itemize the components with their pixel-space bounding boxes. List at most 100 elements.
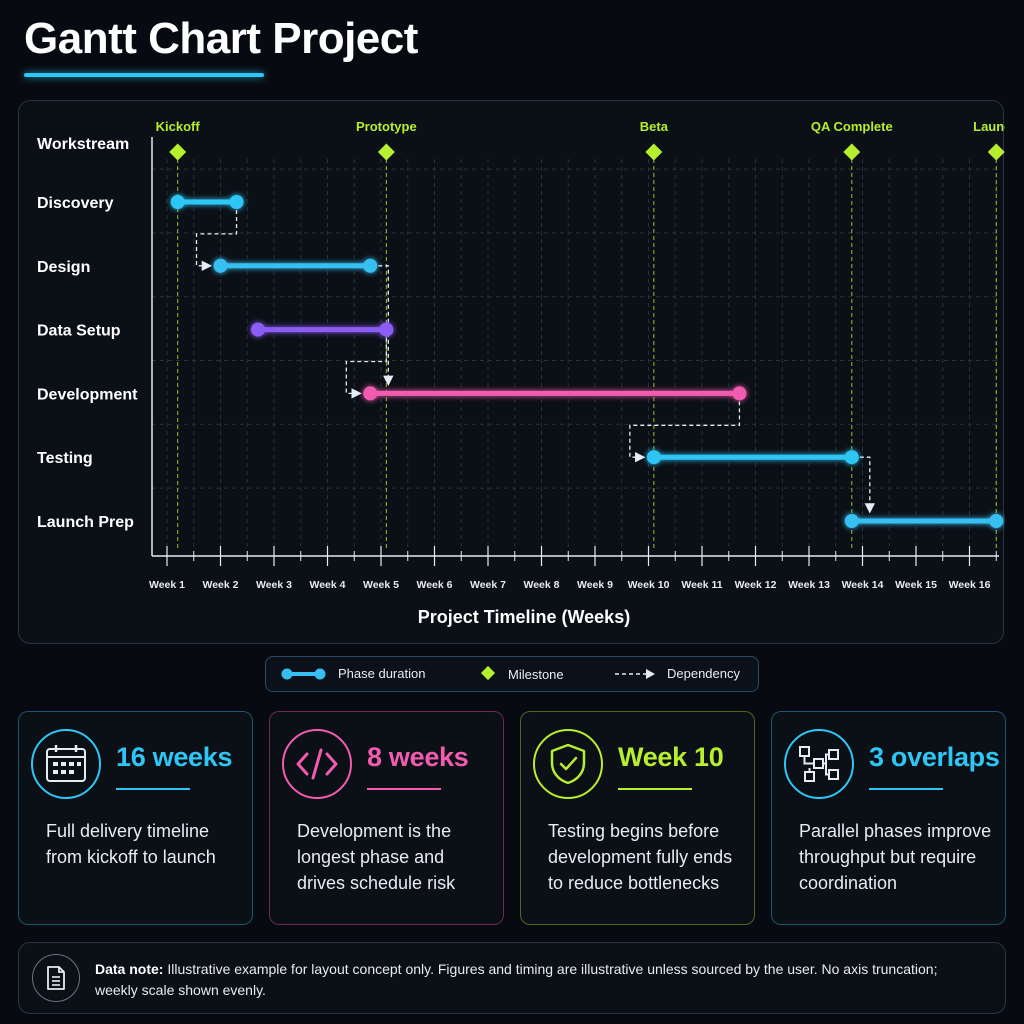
phase-duration-icon bbox=[281, 668, 326, 679]
phase-start-dot bbox=[363, 386, 378, 401]
calendar-icon bbox=[46, 745, 86, 782]
milestone-label: Kickoff bbox=[156, 119, 201, 134]
milestone-diamond bbox=[169, 143, 187, 161]
task-label: Launch Prep bbox=[37, 514, 134, 531]
x-tick-label: Week 14 bbox=[842, 579, 884, 591]
phase-end-dot bbox=[229, 195, 244, 209]
phase-bar bbox=[844, 514, 1004, 528]
x-tick-label: Week 16 bbox=[949, 579, 991, 591]
data-note: Data note: Illustrative example for layo… bbox=[18, 942, 1006, 1014]
dependency-arrow bbox=[629, 401, 741, 463]
phase-end-dot bbox=[989, 514, 1004, 528]
phase-start-dot bbox=[213, 258, 228, 273]
x-tick-label: Week 2 bbox=[203, 579, 239, 591]
card-metric: 3 overlaps bbox=[869, 742, 1000, 772]
legend-milestone-label: Milestone bbox=[508, 666, 564, 682]
card-timeline: 16 weeks Full delivery timeline from kic… bbox=[18, 711, 253, 925]
phase-end-dot bbox=[379, 322, 394, 337]
x-tick-label: Week 5 bbox=[363, 579, 399, 591]
milestone-label: Prototype bbox=[356, 119, 417, 134]
data-note-text: Data note: Illustrative example for layo… bbox=[95, 959, 975, 1001]
gantt-chart: Kickoff Prototype Beta QA Complete Launch Wo… bbox=[37, 119, 1005, 627]
card-metric: Week 10 bbox=[618, 742, 724, 772]
card-description: Development is the longest phase and dri… bbox=[297, 821, 456, 893]
phase-end-dot bbox=[732, 386, 747, 401]
card-icon-circle bbox=[784, 729, 854, 799]
card-metric-underline bbox=[367, 788, 441, 790]
card-metric-underline bbox=[116, 788, 190, 790]
data-note-body: Illustrative example for layout concept … bbox=[95, 961, 938, 998]
phase-end-dot bbox=[844, 450, 859, 465]
card-development: 8 weeks Development is the longest phase… bbox=[269, 711, 504, 925]
x-tick-label: Week 10 bbox=[628, 579, 670, 591]
milestone-diamond bbox=[987, 143, 1005, 161]
milestone-label: Beta bbox=[640, 119, 669, 134]
x-axis-title: Project Timeline (Weeks) bbox=[418, 607, 630, 627]
row-header: Workstream bbox=[37, 136, 129, 153]
card-icon-circle bbox=[282, 729, 352, 799]
x-tick-label: Week 13 bbox=[788, 579, 830, 591]
x-tick-label: Week 12 bbox=[735, 579, 777, 591]
legend-dependency: Dependency bbox=[613, 666, 740, 681]
card-description: Parallel phases improve throughput but r… bbox=[799, 821, 992, 893]
dependency-arrow bbox=[195, 210, 238, 271]
page-title: Gantt Chart Project bbox=[24, 14, 418, 63]
legend-dependency-label: Dependency bbox=[667, 666, 740, 681]
x-tick-label: Week 9 bbox=[577, 579, 613, 591]
legend-milestone: Milestone bbox=[480, 666, 564, 682]
dependency-arrow-icon bbox=[615, 668, 655, 679]
card-overlaps: 3 overlaps Parallel phases improve throu… bbox=[771, 711, 1006, 925]
card-metric: 16 weeks bbox=[116, 742, 233, 772]
card-metric-underline bbox=[618, 788, 692, 790]
card-metric-underline bbox=[869, 788, 943, 790]
phase-bar bbox=[363, 386, 747, 401]
x-tick-label: Week 15 bbox=[895, 579, 937, 591]
x-tick-label: Week 11 bbox=[681, 579, 722, 591]
milestone-diamond bbox=[645, 143, 663, 161]
milestone-diamond-icon bbox=[480, 666, 496, 681]
x-tick-label: Week 4 bbox=[310, 579, 346, 591]
data-note-label: Data note: bbox=[95, 961, 164, 977]
phase-bar bbox=[213, 258, 378, 273]
phase-bar bbox=[250, 322, 394, 337]
legend-phase: Phase duration bbox=[280, 666, 425, 681]
phase-start-dot bbox=[250, 322, 265, 337]
dependency-arrow bbox=[859, 456, 875, 514]
note-icon-circle bbox=[32, 954, 80, 1002]
shield-check-icon bbox=[550, 743, 586, 785]
x-tick-label: Week 1 bbox=[149, 579, 185, 591]
dependency-arrow bbox=[378, 265, 394, 386]
phase-bar bbox=[646, 450, 859, 465]
document-icon bbox=[47, 966, 65, 990]
card-icon-circle bbox=[31, 729, 101, 799]
phase-start-dot bbox=[170, 195, 185, 209]
card-description: Full delivery timeline from kickoff to l… bbox=[46, 821, 216, 867]
card-description: Testing begins before development fully … bbox=[548, 821, 733, 893]
task-label: Development bbox=[37, 386, 138, 403]
flowchart-icon bbox=[799, 746, 839, 782]
x-tick-label: Week 8 bbox=[524, 579, 560, 591]
task-label: Data Setup bbox=[37, 323, 121, 340]
phase-end-dot bbox=[363, 258, 378, 273]
x-tick-label: Week 3 bbox=[256, 579, 292, 591]
task-label: Design bbox=[37, 259, 90, 276]
gantt-chart-panel: Kickoff Prototype Beta QA Complete Launch Wo… bbox=[18, 100, 1005, 644]
card-metric: 8 weeks bbox=[367, 742, 469, 772]
milestone-diamond bbox=[377, 143, 395, 161]
phase-bar bbox=[170, 195, 244, 209]
task-label: Discovery bbox=[37, 195, 114, 212]
card-icon-circle bbox=[533, 729, 603, 799]
task-label: Testing bbox=[37, 450, 93, 467]
phase-start-dot bbox=[844, 514, 859, 528]
x-tick-label: Week 7 bbox=[470, 579, 506, 591]
milestone-label: Launch bbox=[973, 119, 1005, 134]
dependency-arrow bbox=[345, 337, 387, 399]
milestone-label: QA Complete bbox=[811, 119, 893, 134]
x-tick-label: Week 6 bbox=[417, 579, 453, 591]
milestone-diamond bbox=[843, 143, 861, 161]
chart-legend: Phase duration Milestone Dependency bbox=[265, 656, 759, 692]
legend-phase-label: Phase duration bbox=[338, 666, 426, 681]
code-icon bbox=[296, 748, 338, 780]
phase-start-dot bbox=[646, 450, 661, 465]
title-underline bbox=[24, 73, 264, 77]
